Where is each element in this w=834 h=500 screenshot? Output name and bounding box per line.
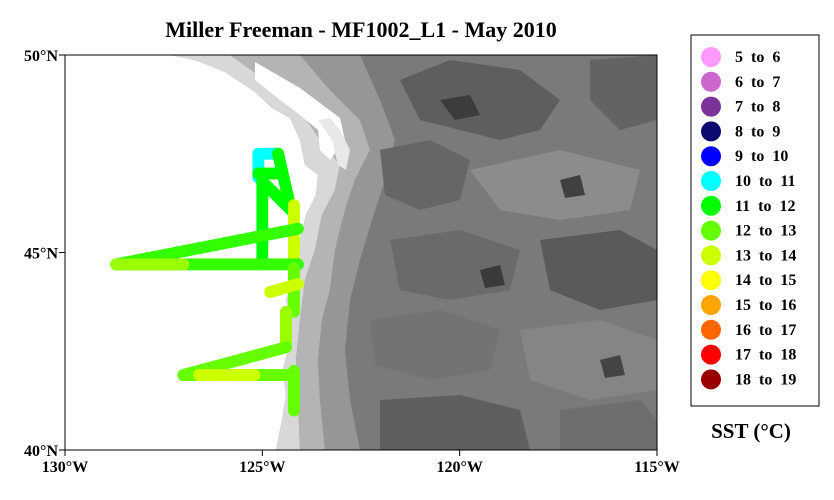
map-title: Miller Freeman - MF1002_L1 - May 2010	[165, 17, 556, 42]
sst-sample-point	[291, 222, 304, 235]
legend-label: 13 to 14	[735, 247, 796, 264]
legend-swatch	[701, 195, 721, 216]
legend-label: 11 to 12	[735, 198, 795, 215]
track-segment	[264, 278, 304, 298]
legend-label: 7 to 8	[735, 99, 780, 116]
lat-tick-label: 40°N	[24, 443, 58, 460]
legend-label: 8 to 9	[735, 123, 780, 140]
legend: 5 to 6 6 to 7 7 to 8 8 to 9 9 to 10 10 to 11 1…	[701, 47, 796, 390]
legend-swatch	[701, 369, 721, 390]
lat-tick-label: 45°N	[24, 246, 58, 263]
cruise-track	[110, 147, 304, 417]
lon-tick-label: 115°W	[634, 459, 680, 476]
legend-label: 5 to 6	[735, 49, 780, 66]
legend-swatch	[701, 96, 721, 117]
land-topography	[170, 55, 657, 450]
legend-swatch	[701, 344, 721, 365]
sst-sample-point	[291, 278, 304, 291]
track-segment	[287, 365, 300, 417]
legend-title: SST (°C)	[711, 419, 791, 443]
legend-swatch	[701, 146, 721, 167]
legend-swatch	[701, 220, 721, 241]
sst-sample-point	[177, 258, 190, 271]
longitude-axis: 130°W 125°W 120°W 115°W	[42, 450, 680, 476]
lon-tick-label: 130°W	[42, 459, 88, 476]
legend-label: 14 to 15	[735, 272, 796, 289]
track-segment	[256, 175, 269, 271]
latitude-axis: 50°N 45°N 40°N	[24, 48, 65, 460]
lon-tick-label: 125°W	[239, 459, 285, 476]
sst-sample-point	[280, 341, 293, 354]
lon-tick-label: 120°W	[436, 459, 482, 476]
legend-label: 18 to 19	[735, 371, 796, 388]
legend-swatch	[701, 171, 721, 191]
legend-label: 12 to 13	[735, 223, 796, 240]
legend-label: 10 to 11	[735, 173, 795, 190]
legend-swatch	[701, 270, 721, 291]
legend-swatch	[701, 47, 721, 67]
legend-label: 15 to 16	[735, 297, 796, 314]
legend-label: 17 to 18	[735, 347, 796, 364]
legend-swatch	[701, 121, 721, 142]
lat-tick-label: 50°N	[24, 48, 58, 65]
legend-swatch	[701, 245, 721, 266]
legend-label: 9 to 10	[735, 148, 788, 165]
legend-swatch	[701, 319, 721, 340]
sst-sample-point	[248, 368, 261, 381]
track-segment	[193, 368, 261, 381]
track-segment	[110, 258, 190, 271]
plot-area	[65, 55, 657, 450]
legend-label: 6 to 7	[735, 74, 780, 91]
legend-label: 16 to 17	[735, 322, 796, 339]
legend-swatch	[701, 71, 721, 92]
sst-sample-point	[287, 404, 300, 417]
track-segment	[280, 305, 293, 350]
legend-swatch	[701, 295, 721, 315]
